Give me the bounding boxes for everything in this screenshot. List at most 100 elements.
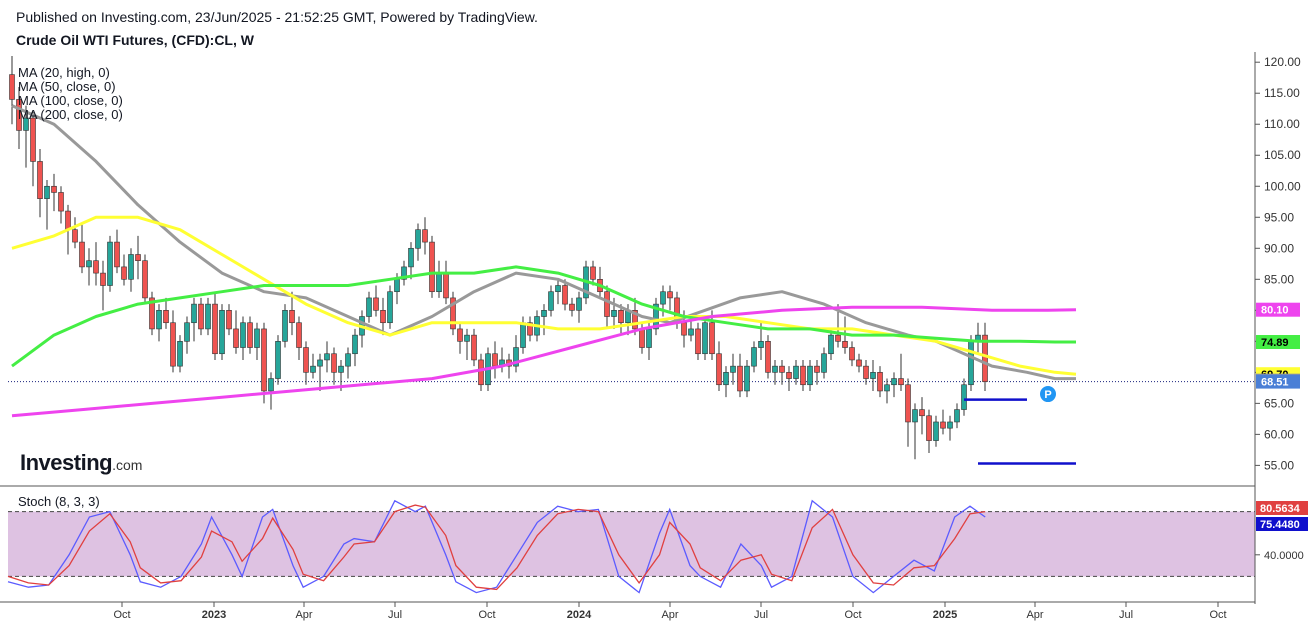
candle-body [422, 229, 428, 243]
candle [751, 341, 757, 373]
candle [72, 217, 78, 249]
price-tag-label: 80.10 [1261, 305, 1289, 317]
candle [387, 285, 393, 329]
candle-body [23, 117, 29, 131]
candle [737, 353, 743, 398]
candle-body [653, 303, 659, 330]
candle-body [149, 297, 155, 330]
candle [163, 297, 169, 329]
candle-body [121, 266, 127, 280]
legend-ma200[interactable]: MA (200, close, 0) [18, 107, 123, 122]
candle-body [961, 384, 967, 410]
candle [303, 341, 309, 385]
x-tick-label: Oct [844, 609, 861, 621]
candle [765, 335, 771, 379]
candle-body [79, 241, 85, 268]
candle-body [268, 378, 274, 392]
y-tick-label: 120.00 [1264, 55, 1301, 69]
candle-body [471, 334, 477, 361]
candle [331, 347, 337, 385]
candle-body [856, 359, 862, 367]
osc-value-tag-label: 80.5634 [1260, 503, 1301, 515]
candle [30, 111, 36, 187]
x-tick-label: Jul [754, 609, 768, 621]
candle-body [835, 334, 841, 342]
legend-ma20[interactable]: MA (20, high, 0) [18, 65, 110, 80]
price-tag [1256, 302, 1300, 317]
candle [744, 359, 750, 398]
candle [730, 353, 736, 385]
candle [247, 316, 253, 354]
legend-ma50[interactable]: MA (50, close, 0) [18, 79, 116, 94]
candle [926, 409, 932, 453]
candle-body [86, 260, 92, 268]
candle [289, 291, 295, 336]
candle [723, 366, 729, 398]
candle [590, 260, 596, 286]
symbol-title: Crude Oil WTI Futures, (CFD):CL, W [16, 32, 254, 48]
candle-body [93, 260, 99, 274]
candle [450, 291, 456, 336]
candle [198, 297, 204, 336]
candle [695, 322, 701, 360]
candle [618, 304, 624, 336]
candle-body [947, 421, 953, 429]
candle-body [919, 409, 925, 417]
candle-body [30, 117, 36, 162]
stoch-band [8, 511, 1255, 577]
osc-value-tag-label: 75.4480 [1260, 519, 1300, 531]
candle [821, 347, 827, 379]
candle-body [905, 384, 911, 423]
candle-body [9, 74, 15, 100]
candle-body [51, 185, 57, 193]
candle-body [100, 272, 106, 286]
candle-body [968, 341, 974, 386]
candle [968, 335, 974, 391]
candle-body [198, 303, 204, 330]
candle-body [940, 421, 946, 429]
candle [219, 304, 225, 360]
candle [709, 310, 715, 360]
candle [947, 415, 953, 441]
candle-body [877, 372, 883, 392]
candle [184, 316, 190, 354]
y-tick-label: 60.00 [1264, 427, 1294, 441]
candle-body [982, 334, 988, 382]
candle-body [275, 341, 281, 379]
x-tick-label: 2023 [202, 609, 226, 621]
candle [408, 242, 414, 280]
osc-value-tag [1256, 501, 1308, 515]
candle [16, 87, 22, 150]
candle [254, 322, 260, 360]
candle-body [184, 322, 190, 342]
candle-body [548, 291, 554, 311]
x-tick-label: Jul [388, 609, 402, 621]
candle [702, 316, 708, 360]
candle [100, 260, 106, 311]
ma-legend: MA (20, high, 0) MA (50, close, 0) MA (1… [18, 66, 123, 122]
x-tick-label: Apr [295, 609, 312, 621]
candle-body [247, 322, 253, 348]
candle-body [331, 353, 337, 373]
p-marker[interactable] [1040, 386, 1056, 403]
published-caption: Published on Investing.com, 23/Jun/2025 … [16, 9, 538, 25]
candle-body [478, 359, 484, 386]
candle [814, 359, 820, 385]
candle [828, 328, 834, 360]
ma-line-2 [11, 215, 1077, 376]
candle-body [212, 303, 218, 355]
candle [541, 304, 547, 336]
stoch-d-line [7, 504, 986, 591]
candle [149, 291, 155, 336]
x-tick-label: 2024 [567, 609, 592, 621]
candle [870, 359, 876, 391]
y-tick-label: 85.00 [1264, 272, 1294, 286]
candle-body [821, 353, 827, 373]
candle [142, 254, 148, 305]
stoch-legend[interactable]: Stoch (8, 3, 3) [18, 494, 100, 509]
candle-body [954, 409, 960, 423]
candle-body [156, 310, 162, 330]
legend-ma100[interactable]: MA (100, close, 0) [18, 93, 123, 108]
x-tick-label: Jul [1119, 609, 1133, 621]
candle [513, 335, 519, 373]
